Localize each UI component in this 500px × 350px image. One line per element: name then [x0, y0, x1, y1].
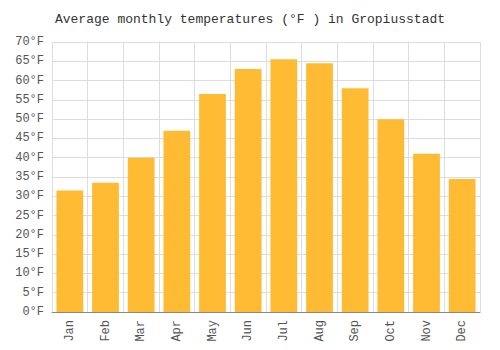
svg-text:25°F: 25°F	[15, 209, 44, 223]
svg-text:70°F: 70°F	[15, 35, 44, 49]
svg-text:0°F: 0°F	[22, 305, 44, 319]
svg-text:Sep: Sep	[348, 320, 362, 342]
svg-text:45°F: 45°F	[15, 131, 44, 145]
svg-text:Oct: Oct	[384, 320, 398, 342]
svg-text:Average monthly temperatures (: Average monthly temperatures (°F ) in Gr…	[55, 12, 445, 27]
svg-text:Dec: Dec	[455, 320, 469, 342]
svg-text:40°F: 40°F	[15, 151, 44, 165]
svg-text:65°F: 65°F	[15, 54, 44, 68]
svg-text:50°F: 50°F	[15, 112, 44, 126]
svg-text:Apr: Apr	[170, 320, 184, 342]
svg-text:60°F: 60°F	[15, 74, 44, 88]
svg-text:Aug: Aug	[313, 320, 327, 342]
svg-text:Jul: Jul	[277, 320, 291, 342]
svg-text:10°F: 10°F	[15, 266, 44, 280]
svg-text:55°F: 55°F	[15, 93, 44, 107]
svg-text:May: May	[206, 320, 220, 342]
svg-text:20°F: 20°F	[15, 228, 44, 242]
svg-text:Jun: Jun	[241, 320, 255, 342]
svg-text:Jan: Jan	[63, 320, 77, 342]
svg-text:5°F: 5°F	[22, 286, 44, 300]
svg-text:15°F: 15°F	[15, 247, 44, 261]
svg-text:Nov: Nov	[420, 320, 434, 342]
svg-text:35°F: 35°F	[15, 170, 44, 184]
svg-text:Feb: Feb	[99, 320, 113, 342]
svg-text:Mar: Mar	[134, 320, 148, 342]
svg-text:30°F: 30°F	[15, 189, 44, 203]
